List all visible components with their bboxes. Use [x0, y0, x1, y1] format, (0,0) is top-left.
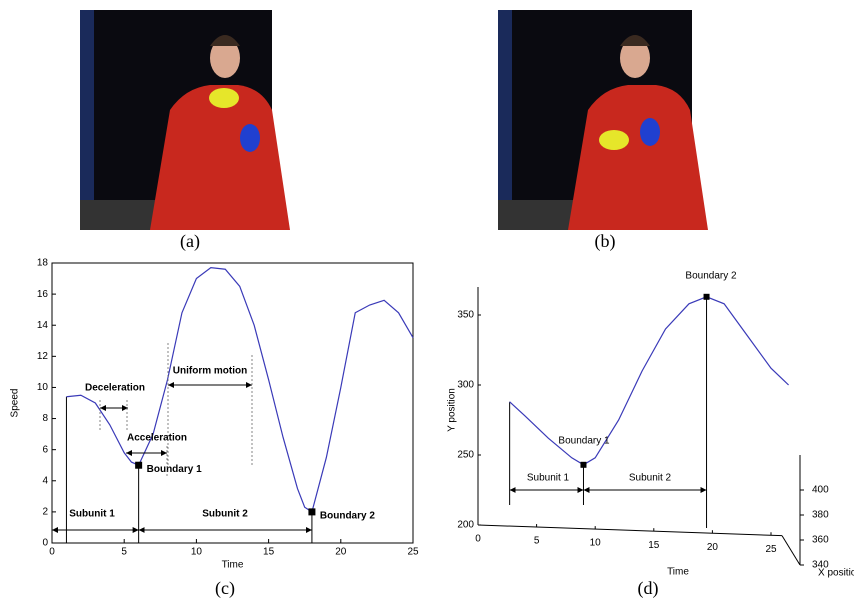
- boundary-label: Boundary 1: [558, 436, 610, 447]
- x-tick-label: 0: [49, 547, 55, 558]
- photo-b: [498, 10, 708, 230]
- boundary-label: Boundary 2: [685, 271, 737, 282]
- y-tick-label: 4: [42, 475, 48, 486]
- x-tick-label: 0: [475, 534, 481, 545]
- boundary-marker: [580, 461, 587, 468]
- y-tick-label: 350: [457, 310, 474, 321]
- annotation: Subunit 1: [69, 509, 115, 520]
- x-axis-label: Time: [222, 560, 244, 571]
- y-tick-label: 12: [37, 351, 49, 362]
- x-tick-label: 25: [765, 544, 777, 555]
- y-tick-label: 18: [37, 258, 49, 269]
- boundary-marker: [703, 293, 710, 300]
- x-tick-label: 20: [335, 547, 347, 558]
- x-tick-label: 15: [263, 547, 275, 558]
- caption: (d): [638, 578, 659, 599]
- z-axis-base: [781, 535, 801, 566]
- plot-frame: [51, 262, 414, 544]
- y-axis-label: Y position: [447, 388, 458, 432]
- x-axis: [477, 524, 783, 537]
- y-tick-label: 2: [42, 507, 48, 518]
- x-tick-label: 5: [121, 547, 127, 558]
- y-axis-label: Speed: [10, 389, 21, 418]
- y-tick-label: 10: [37, 382, 49, 393]
- boundary-marker: [308, 508, 316, 516]
- y-tick-label: 16: [37, 289, 49, 300]
- caption: (a): [180, 231, 200, 252]
- annotation: Subunit 1: [527, 473, 570, 484]
- caption: (c): [215, 578, 235, 599]
- annotation: Subunit 2: [202, 509, 248, 520]
- z-tick-label: 380: [812, 510, 829, 521]
- x-axis-label: Time: [667, 567, 689, 578]
- x-tick-label: 5: [534, 536, 540, 547]
- annotation: Uniform motion: [173, 366, 247, 377]
- x-tick-label: 25: [407, 547, 419, 558]
- y-tick-label: 300: [457, 380, 474, 391]
- z-tick-label: 340: [812, 560, 829, 571]
- boundary-label: Boundary 2: [320, 511, 375, 522]
- boundary-marker: [135, 461, 143, 469]
- photo-a: [80, 10, 290, 230]
- y-tick-label: 14: [37, 320, 49, 331]
- annotation: Subunit 2: [629, 473, 672, 484]
- annotation: Acceleration: [127, 433, 187, 444]
- x-tick-label: 10: [590, 538, 602, 549]
- boundary-label: Boundary 1: [147, 464, 202, 475]
- y-tick-label: 8: [42, 413, 48, 424]
- z-tick-label: 400: [812, 485, 829, 496]
- x-tick-label: 10: [191, 547, 203, 558]
- x-tick-label: 20: [707, 542, 719, 553]
- z-axis-label: X positio: [818, 568, 854, 579]
- y-tick-label: 6: [42, 444, 48, 455]
- caption: (b): [595, 231, 616, 252]
- annotation: Deceleration: [85, 383, 145, 394]
- z-tick-label: 360: [812, 535, 829, 546]
- x-tick-label: 15: [648, 540, 660, 551]
- y-tick-label: 0: [42, 538, 48, 549]
- y-tick-label: 250: [457, 450, 474, 461]
- data-line: [509, 296, 789, 466]
- y-tick-label: 200: [457, 520, 474, 531]
